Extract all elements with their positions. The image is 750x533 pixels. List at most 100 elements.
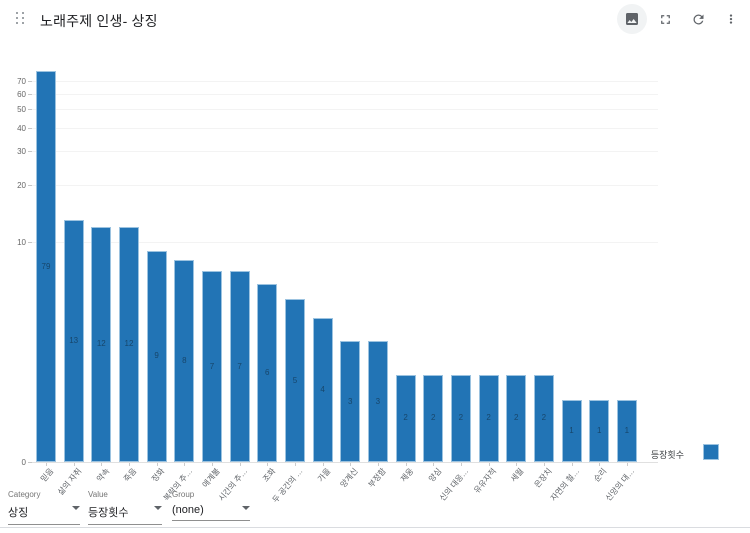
x-axis-tick [377, 463, 379, 466]
bar[interactable]: 2 [423, 374, 444, 462]
bar-value-label: 2 [431, 413, 436, 423]
value-select[interactable]: 등장횟수 [88, 502, 162, 525]
x-axis-tick [184, 463, 186, 466]
bar[interactable]: 2 [478, 374, 499, 462]
bar-value-label: 4 [320, 384, 325, 394]
x-axis-tick [294, 463, 296, 466]
bar-value-label: 3 [375, 396, 381, 406]
x-axis-category-label: 믿음 [39, 466, 56, 484]
bar-value-label: 2 [513, 413, 519, 423]
chevron-down-icon [72, 506, 80, 510]
x-axis-category-label: 가을 [315, 466, 333, 484]
fullscreen-icon [660, 14, 670, 24]
y-axis-tick-label: 40 [17, 123, 26, 133]
bar-value-label: 2 [403, 413, 408, 423]
card-header: 노래주제 인생- 상징 [0, 0, 750, 38]
x-axis-category-label: 제웅 [398, 466, 416, 484]
bar[interactable]: 2 [395, 374, 416, 462]
bar[interactable]: 2 [506, 374, 527, 462]
x-axis-category-label: 양계신 [338, 466, 360, 490]
bar[interactable]: 6 [257, 284, 278, 462]
bar[interactable]: 3 [340, 341, 361, 462]
x-axis-tick [350, 463, 352, 466]
bar-value-label: 2 [458, 413, 464, 423]
card-actions [614, 3, 746, 35]
y-axis-tick-label: 70 [17, 77, 26, 87]
category-label: Category [8, 490, 41, 499]
refresh-button[interactable] [683, 4, 713, 34]
bar[interactable]: 8 [174, 260, 195, 462]
bar[interactable]: 5 [284, 299, 305, 462]
gridline [30, 151, 658, 153]
bar[interactable]: 2 [533, 374, 554, 462]
gridline [30, 242, 658, 243]
gridline [30, 462, 658, 463]
y-axis-tick-label: 30 [17, 147, 26, 157]
category-select[interactable]: 상징 [8, 502, 80, 525]
bar[interactable]: 1 [561, 400, 582, 462]
x-axis-category-label: 은장치 [532, 466, 554, 490]
y-axis-tick [28, 109, 32, 111]
x-axis-tick [516, 463, 518, 466]
bar-value-label: 5 [292, 375, 298, 385]
x-axis-category-label: 조화 [260, 466, 277, 484]
value-label: Value [88, 490, 108, 499]
x-axis-tick [267, 463, 269, 466]
x-axis-tick [488, 463, 490, 466]
bar[interactable]: 1 [589, 400, 610, 462]
more-vert-icon [729, 14, 733, 24]
x-axis-category-label: 부정함 [366, 466, 388, 490]
y-axis-tick [28, 462, 32, 463]
y-axis-tick [28, 127, 32, 129]
x-axis-tick [73, 463, 75, 466]
more-options-button[interactable] [716, 4, 746, 34]
gridline [30, 184, 658, 186]
image-icon [626, 13, 638, 25]
x-axis-tick [405, 463, 407, 466]
bar-value-label: 13 [69, 336, 79, 346]
bar[interactable]: 12 [118, 226, 139, 462]
legend-swatch [703, 444, 719, 460]
chart-image-button[interactable] [617, 4, 647, 34]
x-axis-category-label: 양심 [426, 466, 443, 484]
y-axis-tick-label: 10 [17, 238, 26, 247]
drag-handle-icon[interactable] [16, 12, 26, 26]
x-axis-tick [239, 463, 241, 466]
group-label: Group [172, 490, 195, 499]
bar-value-label: 6 [265, 368, 270, 378]
bar[interactable]: 1 [616, 400, 637, 462]
bar-value-label: 8 [182, 356, 187, 366]
x-axis-tick [322, 463, 324, 466]
bar-value-label: 1 [624, 426, 630, 435]
legend-label: 등장횟수 [650, 450, 684, 460]
bar[interactable]: 12 [91, 226, 112, 462]
bar-value-label: 3 [348, 396, 353, 406]
y-axis-tick [28, 151, 32, 153]
x-axis-tick [156, 463, 158, 466]
bar[interactable]: 3 [367, 341, 388, 462]
gridline [30, 81, 658, 83]
bar-value-label: 2 [541, 413, 547, 423]
y-axis-tick [28, 184, 32, 186]
x-axis-tick [433, 463, 435, 466]
x-axis-category-label: 세월 [509, 466, 526, 484]
chevron-down-icon [242, 506, 250, 510]
bar-chart: 등장횟수 0 10 20 30 40 50 60 70 79 믿음 13 삶의 자취 12 약속 12 죽음 9… [0, 38, 750, 505]
fullscreen-button[interactable] [650, 4, 680, 34]
y-axis-tick [28, 81, 32, 83]
bar[interactable]: 13 [63, 220, 84, 462]
x-axis-tick [128, 463, 130, 466]
x-axis-tick [626, 463, 628, 466]
bar[interactable]: 4 [312, 317, 333, 462]
x-axis-category-label: 순리 [592, 466, 609, 484]
category-select-value: 상징 [8, 507, 29, 519]
bar[interactable]: 7 [201, 271, 222, 462]
bar[interactable]: 9 [146, 250, 167, 462]
bar[interactable]: 2 [450, 374, 471, 462]
bar[interactable]: 7 [229, 271, 250, 462]
group-select[interactable]: (none) [172, 502, 250, 521]
bar-value-label: 12 [124, 339, 134, 349]
bar[interactable]: 79 [36, 71, 56, 462]
bar-value-label: 2 [486, 413, 491, 423]
